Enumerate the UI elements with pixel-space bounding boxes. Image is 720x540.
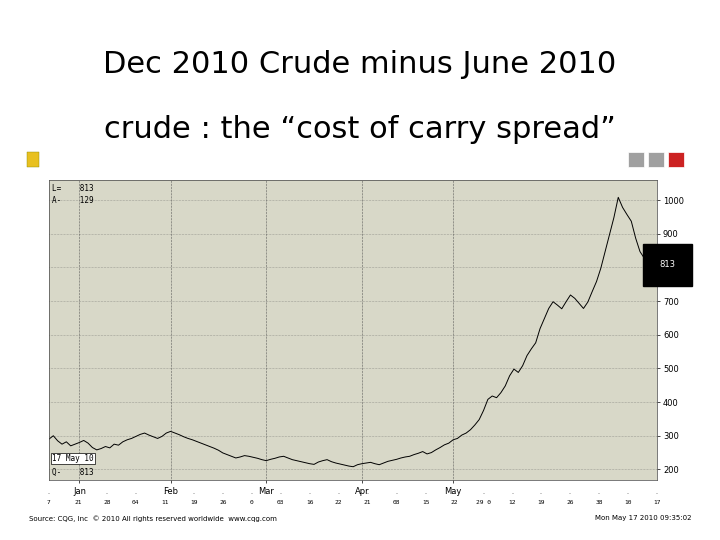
Bar	[27, 152, 39, 167]
Bar	[648, 152, 664, 167]
Text: 17 May 10: 17 May 10	[52, 454, 94, 463]
Text: Source: CQG, Inc  © 2010 All rights reserved worldwide  www.cqg.com: Source: CQG, Inc © 2010 All rights reser…	[29, 515, 276, 522]
Text: Dec 2010 Crude minus June 2010: Dec 2010 Crude minus June 2010	[104, 50, 616, 79]
Text: Q-    813: Q- 813	[52, 468, 94, 476]
Text: 813: 813	[660, 260, 675, 269]
Text: L=    813: L= 813	[52, 184, 94, 193]
Text: crude : the “cost of carry spread”: crude : the “cost of carry spread”	[104, 115, 616, 144]
Text: A-    129: A- 129	[52, 197, 94, 205]
Bar	[628, 152, 644, 167]
Text: CLA Z0-CLAM0, Daily: CLA Z0-CLAM0, Daily	[44, 155, 150, 164]
Text: Mon May 17 2010 09:35:02: Mon May 17 2010 09:35:02	[595, 515, 691, 522]
Bar	[668, 152, 684, 167]
